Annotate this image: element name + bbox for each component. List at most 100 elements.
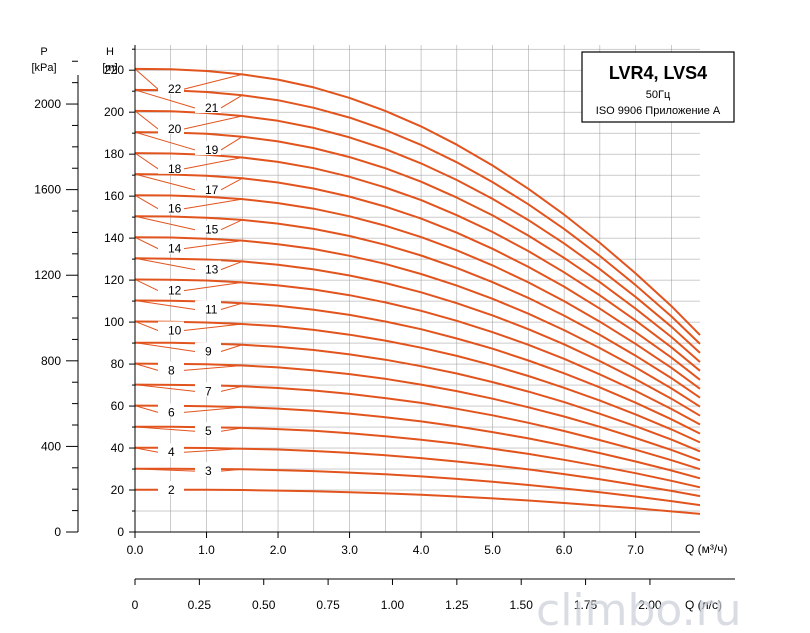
q-ls-tick-label: 0.50: [252, 598, 276, 612]
stage-leader-right-10: [183, 323, 243, 331]
stage-leader-11: [134, 299, 196, 310]
stage-label-14: 14: [168, 242, 182, 256]
stage-label-bg-18: [158, 159, 184, 174]
q-m3h-tick-label: 7.0: [627, 543, 644, 557]
legend-frame: [581, 51, 735, 123]
stage-label-8: 8: [168, 363, 175, 377]
stage-leader-12: [134, 279, 159, 292]
chart-axes: 0204060801001201401601802002200400800120…: [34, 45, 735, 612]
stage-leader-5: [134, 426, 196, 432]
p-tick-label: 1600: [34, 183, 61, 197]
stage-leader-20: [134, 110, 159, 130]
q-ls-tick-label: 1.75: [574, 598, 598, 612]
stage-leader-right-15: [220, 219, 243, 231]
stage-leader-right-20: [183, 115, 243, 130]
p-tick-label: 400: [41, 439, 61, 453]
stage-leader-18: [134, 152, 159, 170]
h-tick-label: 140: [104, 231, 124, 245]
stage-label-bg-21: [195, 98, 221, 113]
h-axis-symbol: H: [106, 46, 114, 58]
stage-label-3: 3: [205, 464, 212, 478]
h-tick-label: 180: [104, 147, 124, 161]
stage-labels: 2 3 4 5 6 7 8 9 10 11 12 13 14 15 16 17 18 19 20 21 22: [134, 68, 243, 497]
curve-stage-15: [134, 215, 701, 399]
q-m3h-tick-label: 4.0: [413, 543, 430, 557]
h-tick-label: 80: [111, 357, 125, 371]
stage-label-10: 10: [168, 323, 182, 337]
stage-label-bg-19: [195, 140, 221, 155]
stage-label-bg-20: [158, 119, 184, 134]
legend-standard: ISO 9906 Приложение A: [596, 105, 721, 117]
stage-label-7: 7: [205, 384, 212, 398]
stage-leader-7: [134, 384, 196, 392]
curve-stage-5: [135, 425, 701, 489]
curve-stage-3: [135, 467, 701, 507]
stage-label-21: 21: [205, 101, 219, 115]
q-m3h-tick-label: 1.0: [198, 543, 215, 557]
stage-leader-3: [134, 468, 196, 472]
h-tick-label: 220: [104, 63, 124, 77]
stage-label-bg-14: [158, 239, 184, 254]
stage-label-bg-4: [158, 443, 184, 458]
stage-leader-17: [134, 173, 196, 191]
h-axis-unit: [m]: [102, 62, 117, 74]
stage-leader-right-19: [220, 136, 243, 151]
stage-leader-4: [134, 447, 159, 453]
stage-leader-right-17: [220, 177, 243, 191]
stage-label-18: 18: [168, 162, 182, 176]
stage-label-bg-6: [158, 403, 184, 418]
h-tick-label: 20: [111, 483, 125, 497]
stage-leader-13: [134, 257, 196, 271]
stage-leader-16: [134, 194, 159, 210]
stage-label-15: 15: [205, 223, 219, 237]
stage-leader-22: [134, 68, 159, 90]
legend-title: LVR4, LVS4: [609, 63, 707, 83]
h-tick-label: 40: [111, 441, 125, 455]
pump-curves: [134, 67, 701, 515]
stage-leader-right-14: [183, 240, 243, 250]
stage-label-17: 17: [205, 183, 219, 197]
q-ls-tick-label: 2.00: [638, 598, 662, 612]
stage-leader-right-21: [220, 94, 243, 109]
stage-leader-right-5: [220, 427, 243, 432]
legend-box: LVR4, LVS4 50Гц ISO 9906 Приложение A: [581, 51, 735, 123]
stage-label-12: 12: [168, 284, 182, 298]
stage-label-9: 9: [205, 344, 212, 358]
q-ls-tick-label: 1.50: [510, 598, 534, 612]
q-m3h-tick-label: 5.0: [484, 543, 501, 557]
stage-label-5: 5: [205, 424, 212, 438]
stage-leader-14: [134, 236, 159, 250]
q-ls-axis-label: Q (л/с): [685, 598, 722, 612]
p-tick-label: 0: [54, 525, 61, 539]
curve-stage-18: [134, 152, 701, 372]
curve-stage-13: [134, 257, 701, 417]
stage-label-2: 2: [168, 483, 175, 497]
h-tick-label: 100: [104, 315, 124, 329]
h-tick-label: 160: [104, 189, 124, 203]
stage-label-6: 6: [168, 405, 175, 419]
stage-label-bg-3: [195, 462, 221, 477]
stage-leader-8: [134, 363, 159, 371]
stage-label-bg-16: [158, 199, 184, 214]
stage-leader-right-9: [220, 344, 243, 352]
q-m3h-tick-label: 2.0: [270, 543, 287, 557]
curve-stage-7: [134, 383, 701, 471]
stage-leader-right-7: [220, 385, 243, 392]
stage-label-20: 20: [168, 122, 182, 136]
h-tick-label: 0: [117, 525, 124, 539]
q-ls-tick-label: 0: [132, 598, 139, 612]
stage-leader-right-3: [220, 468, 243, 472]
legend-frequency: 50Гц: [646, 89, 671, 101]
curve-stage-21: [134, 88, 701, 345]
stage-leader-10: [134, 320, 159, 331]
stage-label-bg-11: [195, 300, 221, 315]
curve-stage-10: [134, 320, 701, 444]
curve-stage-22: [134, 67, 701, 336]
q-ls-tick-label: 0.25: [188, 598, 212, 612]
stage-leader-21: [134, 89, 196, 109]
stage-label-bg-22: [158, 80, 184, 95]
h-tick-label: 120: [104, 273, 124, 287]
watermark: climbo.ru: [536, 585, 742, 633]
q-m3h-tick-label: 3.0: [341, 543, 358, 557]
stage-label-bg-13: [195, 260, 221, 275]
